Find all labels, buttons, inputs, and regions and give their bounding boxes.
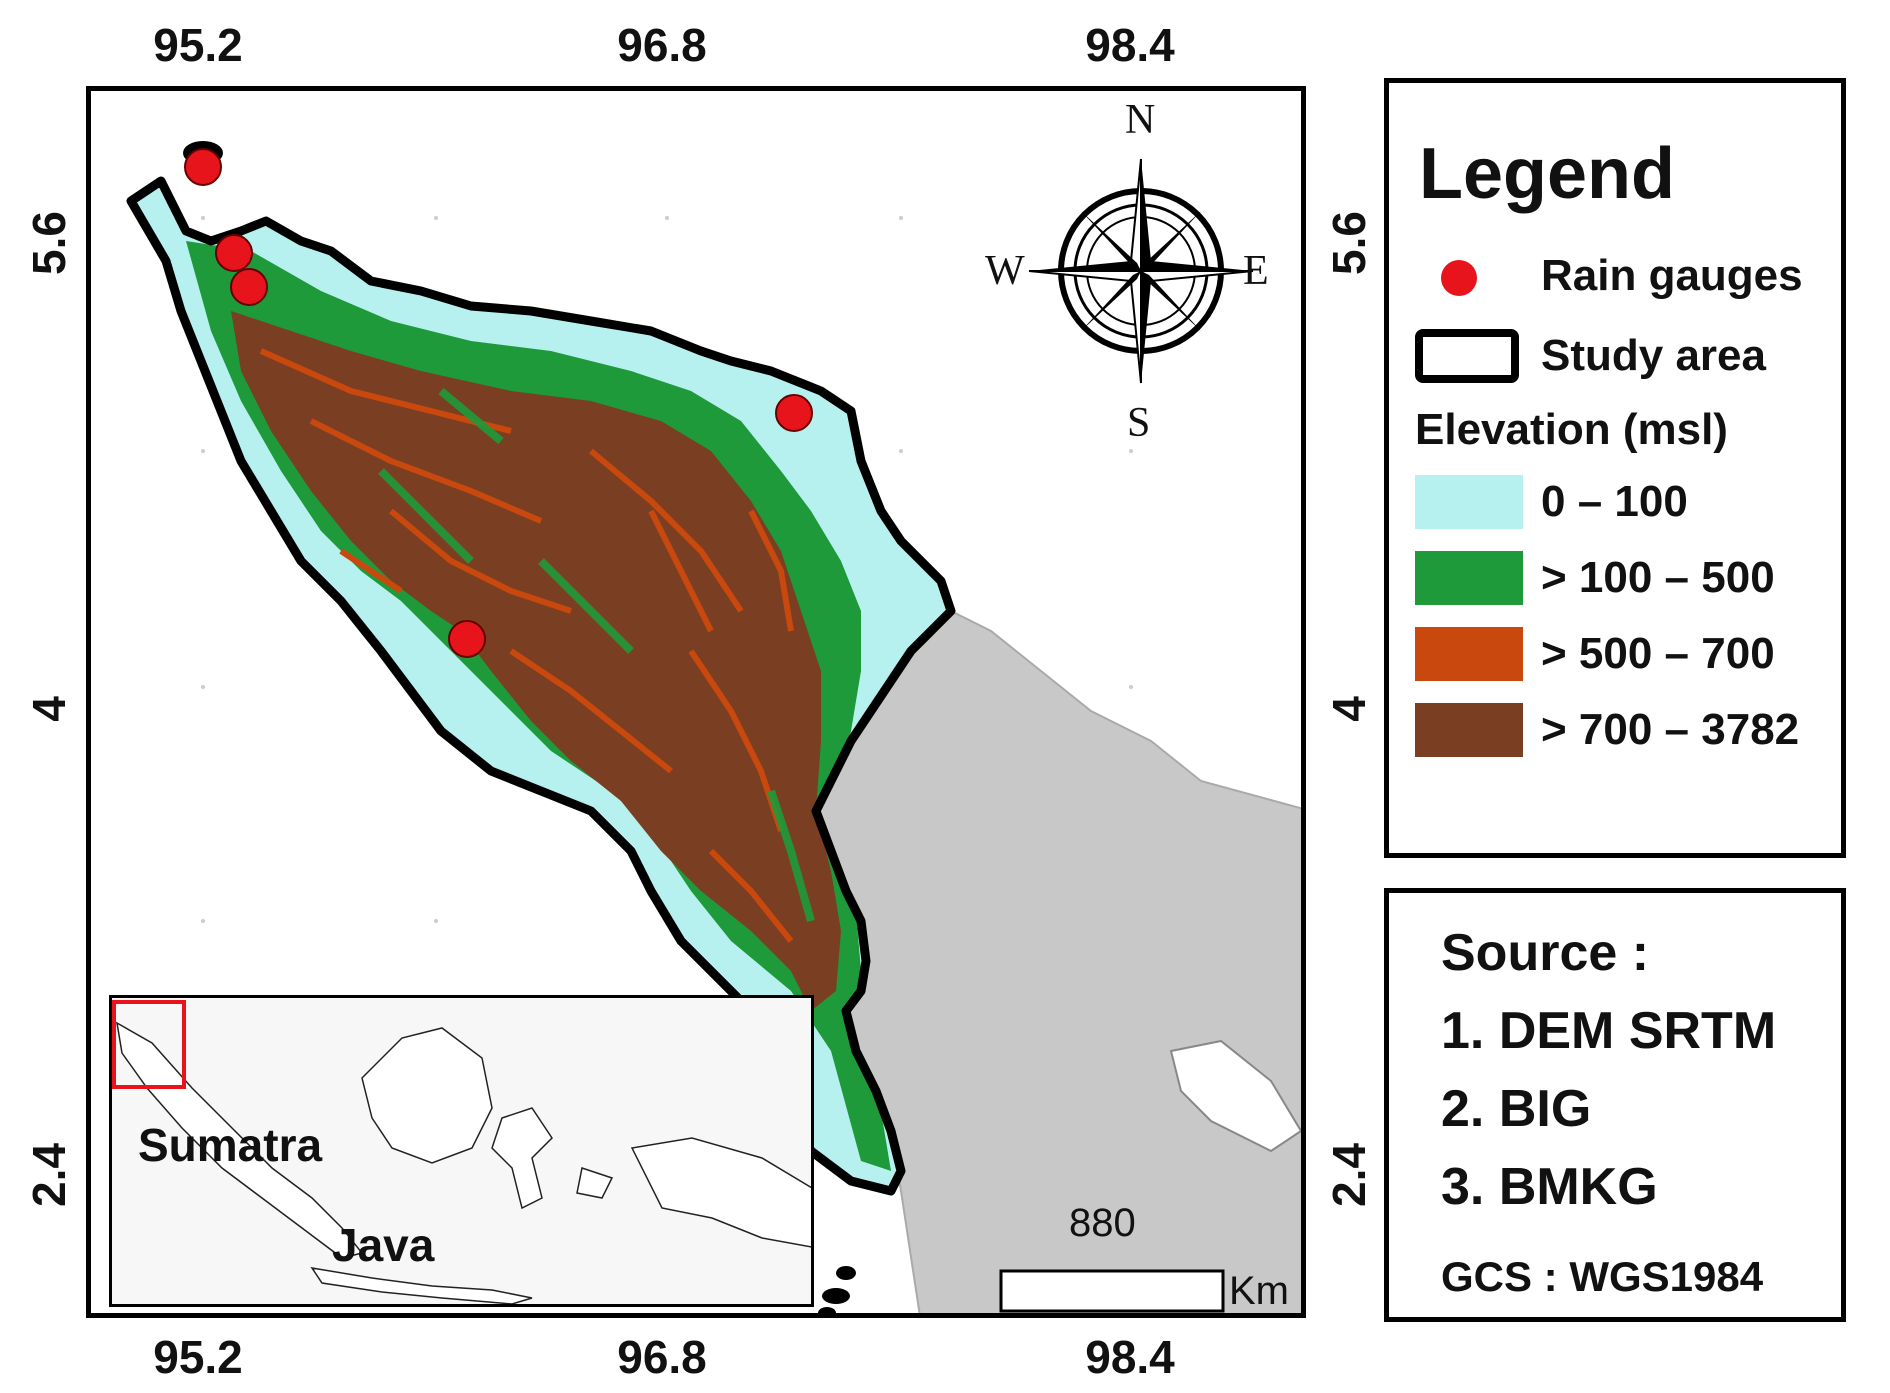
compass-w: W xyxy=(985,248,1025,294)
scale-bar xyxy=(999,1269,1225,1313)
scale-value: 880 xyxy=(1069,1201,1136,1245)
legend-class-500-700: > 500 – 700 xyxy=(1541,629,1775,678)
neighbor-island xyxy=(1169,1039,1301,1153)
source-gcs: GCS : WGS1984 xyxy=(1441,1253,1764,1300)
rain-gauge xyxy=(215,234,253,272)
bottom-tick-98-4: 98.4 xyxy=(1085,1331,1175,1383)
inset-label-sumatra: Sumatra xyxy=(138,1119,323,1171)
source-item-2: 2. BIG xyxy=(1441,1080,1592,1138)
right-tick-4: 4 xyxy=(1323,696,1375,722)
source-item-3: 3. BMKG xyxy=(1441,1158,1658,1216)
source-item-1: 1. DEM SRTM xyxy=(1441,1002,1777,1060)
bottom-tick-96-8: 96.8 xyxy=(617,1331,707,1383)
legend-panel: Legend Rain gauges Study area Elevation … xyxy=(1384,78,1846,858)
source-panel: Source : 1. DEM SRTM 2. BIG 3. BMKG GCS … xyxy=(1384,888,1846,1322)
left-tick-2-4: 2.4 xyxy=(23,1143,75,1207)
legend-title: Legend xyxy=(1419,134,1676,214)
source-title: Source : xyxy=(1441,924,1650,982)
rain-gauge xyxy=(775,394,813,432)
swatch-100-500 xyxy=(1415,551,1523,605)
inset-map: Sumatra Java xyxy=(109,995,814,1307)
compass-rose xyxy=(1028,158,1254,384)
legend-rain-gauges-label: Rain gauges xyxy=(1541,251,1803,300)
rain-gauge xyxy=(230,268,268,306)
bottom-tick-95-2: 95.2 xyxy=(153,1331,243,1383)
legend-study-area-label: Study area xyxy=(1541,331,1766,380)
top-tick-98-4: 98.4 xyxy=(1085,19,1175,71)
elevation-class-500-700 xyxy=(259,348,794,943)
neighbor-land xyxy=(814,609,1301,1313)
elevation-class-700-3782 xyxy=(231,311,841,1011)
compass-e: E xyxy=(1243,248,1269,294)
left-tick-5-6: 5.6 xyxy=(23,211,75,275)
map-frame: N S W E 880 Km Sumatra Java xyxy=(86,86,1306,1318)
compass-n: N xyxy=(1125,97,1156,143)
swatch-0-100 xyxy=(1415,475,1523,529)
scale-unit: Km xyxy=(1229,1269,1289,1313)
rain-gauge xyxy=(184,148,222,186)
right-tick-2-4: 2.4 xyxy=(1323,1143,1375,1207)
left-tick-4: 4 xyxy=(23,696,75,722)
study-area-symbol xyxy=(1415,329,1519,383)
rain-gauges xyxy=(184,148,813,658)
top-tick-96-8: 96.8 xyxy=(617,19,707,71)
rain-gauge-symbol xyxy=(1441,260,1477,296)
inset-landmasses xyxy=(116,1021,811,1304)
legend-elevation-title: Elevation (msl) xyxy=(1415,405,1728,454)
legend-class-0-100: 0 – 100 xyxy=(1541,477,1688,526)
legend-class-700-3782: > 700 – 3782 xyxy=(1541,705,1800,754)
swatch-700-3782 xyxy=(1415,703,1523,757)
top-tick-95-2: 95.2 xyxy=(153,19,243,71)
inset-study-area-box xyxy=(112,1000,186,1089)
inset-label-java: Java xyxy=(332,1219,435,1271)
right-tick-5-6: 5.6 xyxy=(1323,211,1375,275)
swatch-500-700 xyxy=(1415,627,1523,681)
rain-gauge xyxy=(448,620,486,658)
compass-s: S xyxy=(1127,400,1151,446)
legend-class-100-500: > 100 – 500 xyxy=(1541,553,1775,602)
study-area-boundary xyxy=(126,176,956,1196)
